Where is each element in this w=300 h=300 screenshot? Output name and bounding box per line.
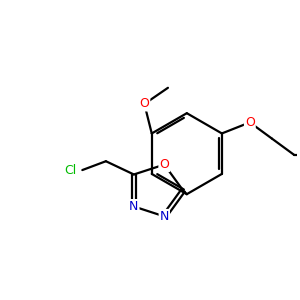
Text: N: N bbox=[160, 210, 169, 223]
Text: O: O bbox=[159, 158, 169, 171]
Text: O: O bbox=[245, 116, 255, 129]
Text: Cl: Cl bbox=[64, 164, 76, 177]
Text: N: N bbox=[129, 200, 139, 213]
Text: O: O bbox=[140, 98, 149, 110]
